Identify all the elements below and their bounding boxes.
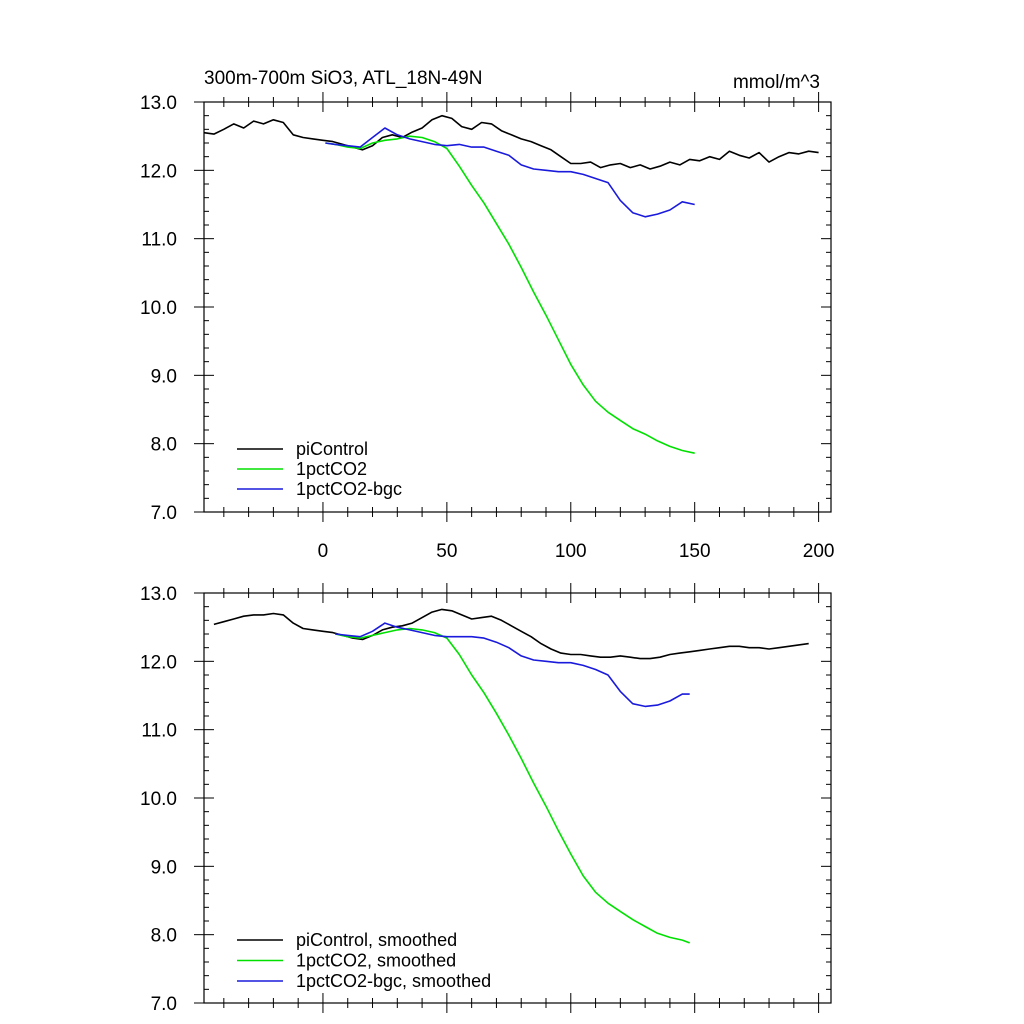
bottom-panel: 7.0 8.0 9.0 10.0 11.0 12.0 13.0 piControl, smoo… <box>140 583 832 1015</box>
series-line-picontrol <box>203 114 819 170</box>
x-tick-label: 200 <box>803 541 835 562</box>
y-tick-label: 8.0 <box>151 435 177 456</box>
y-tick-label: 10.0 <box>140 789 177 810</box>
x-tick-label: 100 <box>555 541 587 562</box>
y-tick-label: 12.0 <box>140 161 177 182</box>
x-tick-label: 150 <box>679 541 711 562</box>
y-tick-label: 7.0 <box>151 994 177 1015</box>
legend-label: 1pctCO2, smoothed <box>296 951 456 971</box>
y-tick-label: 13.0 <box>140 584 177 605</box>
y-tick-label: 9.0 <box>151 857 177 878</box>
y-tick-label: 9.0 <box>151 366 177 387</box>
units-label: mmol/m^3 <box>733 72 820 93</box>
chart-title: 300m-700m SiO3, ATL_18N-49N <box>204 68 482 89</box>
series-line-picontrol-smoothed <box>213 608 809 660</box>
legend-label: piControl <box>296 439 368 459</box>
y-tick-label: 10.0 <box>140 298 177 319</box>
x-tick-label: 50 <box>436 541 457 562</box>
legend-label: 1pctCO2-bgc, smoothed <box>296 971 491 991</box>
series-line-1pctco2-bgc-smoothed <box>335 622 690 708</box>
y-tick-label: 12.0 <box>140 652 177 673</box>
legend-label: 1pctCO2-bgc <box>296 479 402 499</box>
series-line-1pctco2-bgc <box>325 127 695 218</box>
y-tick-label: 13.0 <box>140 93 177 114</box>
legend-label: 1pctCO2 <box>296 459 367 479</box>
y-tick-label: 11.0 <box>141 721 177 742</box>
y-tick-label: 8.0 <box>151 926 177 947</box>
y-tick-label: 7.0 <box>151 503 177 524</box>
x-tick-label: 0 <box>318 541 329 562</box>
legend-label: piControl, smoothed <box>296 930 457 950</box>
y-tick-label: 11.0 <box>141 230 177 251</box>
series-line-1pctco2 <box>325 135 695 454</box>
series-line-1pctco2-smoothed <box>335 627 690 944</box>
top-panel: 7.0 8.0 9.0 10.0 11.0 12.0 13.0 0 50 100 150 200 piC… <box>140 92 834 562</box>
